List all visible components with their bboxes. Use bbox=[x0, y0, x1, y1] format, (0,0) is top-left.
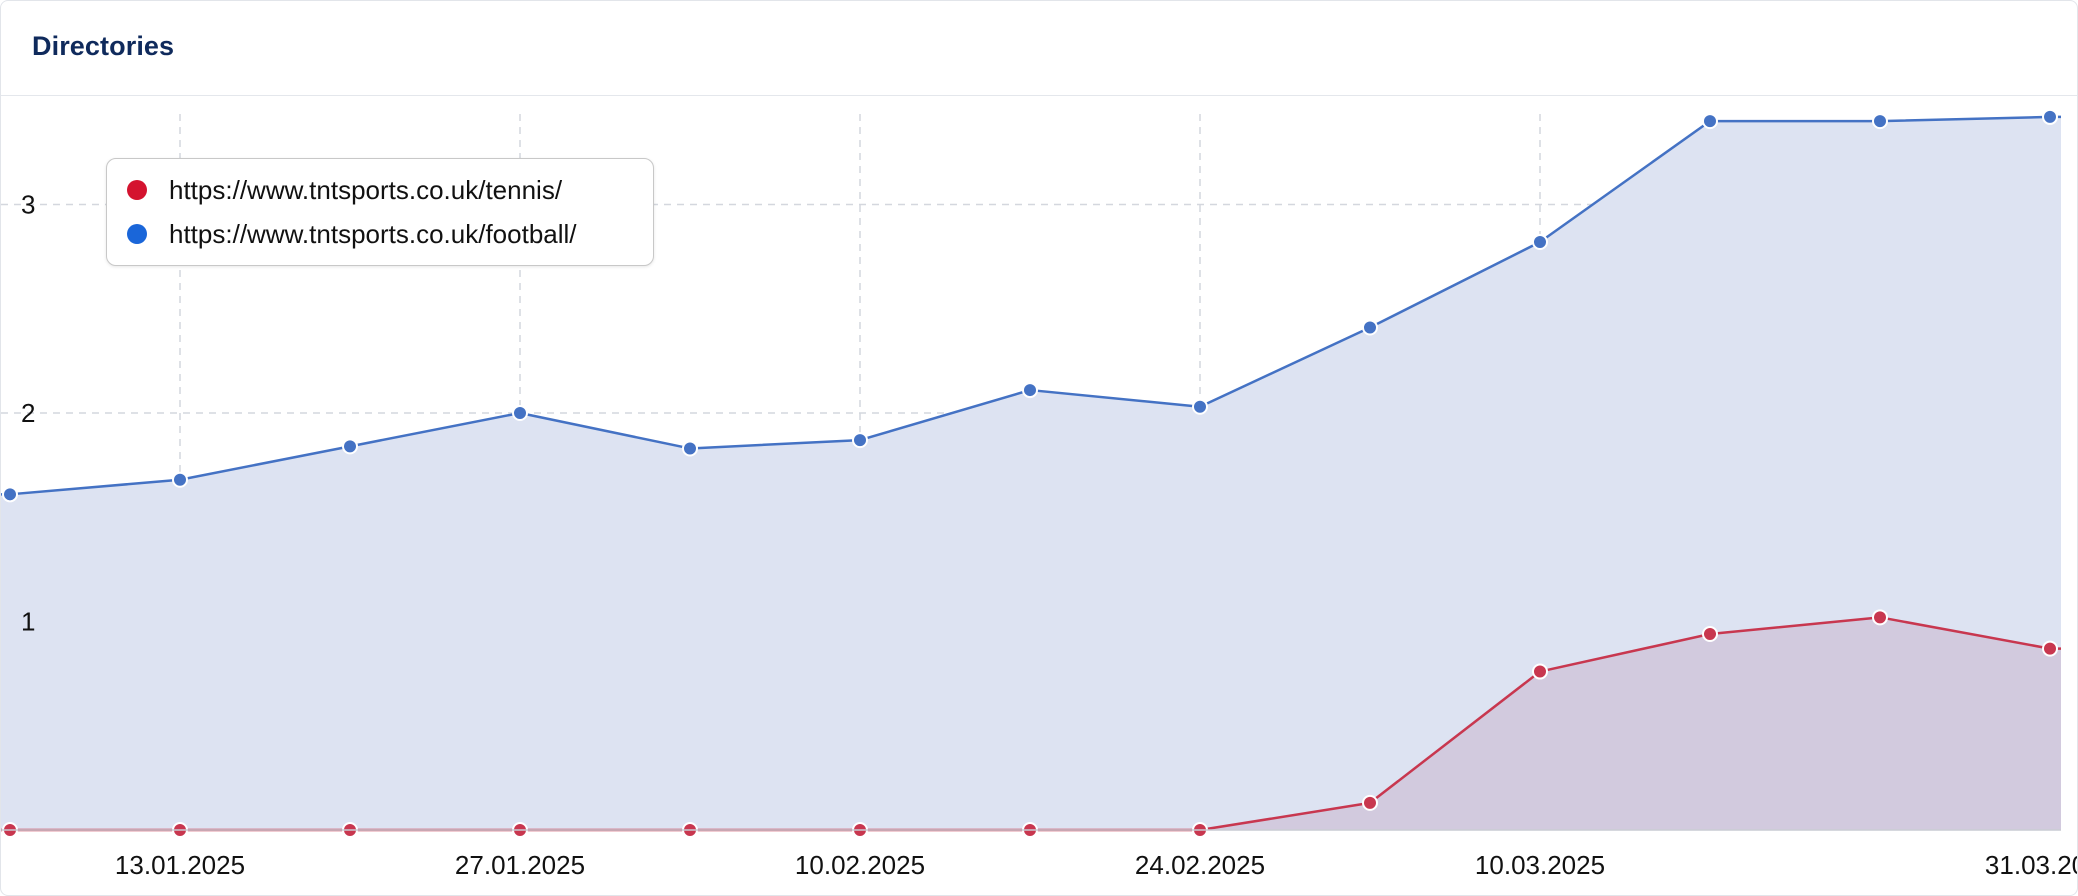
y-tick-label-3: 3 bbox=[21, 190, 35, 220]
point-tennis-2025-03-10 bbox=[1532, 663, 1548, 680]
y-tick-label-2: 2 bbox=[21, 398, 35, 428]
x-tick-label-24.02.2025: 24.02.2025 bbox=[1135, 850, 1265, 880]
point-tennis-2025-03-24 bbox=[1872, 609, 1888, 626]
point-football-2025-03-03 bbox=[1362, 319, 1378, 336]
point-football-2025-01-27 bbox=[512, 405, 528, 421]
point-tennis-2025-03-31 bbox=[2042, 640, 2058, 657]
x-tick-label-10.02.2025: 10.02.2025 bbox=[795, 850, 925, 880]
x-tick-label-31.03.2025: 31.03.2025 bbox=[1985, 850, 2077, 880]
point-football-2025-02-03 bbox=[682, 440, 698, 457]
point-football-2025-02-10 bbox=[852, 432, 868, 449]
x-tick-label-27.01.2025: 27.01.2025 bbox=[455, 850, 585, 880]
axes: 1 2 3 13.01.2025 27.01.2025 10.02.2025 24.02.2… bbox=[1, 190, 2077, 880]
x-tick-label-13.01.2025: 13.01.2025 bbox=[115, 850, 245, 880]
legend-item-tennis[interactable]: https://www.tntsports.co.uk/tennis/ bbox=[127, 174, 562, 206]
point-football-2025-03-10 bbox=[1532, 234, 1548, 251]
x-tick-label-10.03.2025: 10.03.2025 bbox=[1475, 850, 1605, 880]
legend-marker-football bbox=[127, 224, 147, 244]
area-football bbox=[1, 116, 2061, 831]
legend-item-football[interactable]: https://www.tntsports.co.uk/football/ bbox=[127, 218, 577, 250]
point-football-2025-03-24 bbox=[1872, 113, 1888, 130]
legend-label-football: https://www.tntsports.co.uk/football/ bbox=[169, 218, 577, 249]
legend-marker-tennis bbox=[127, 180, 147, 200]
point-football-2025-02-17 bbox=[1022, 382, 1038, 399]
chart-legend: https://www.tntsports.co.uk/tennis/ http… bbox=[106, 158, 654, 266]
card-header: Directories bbox=[1, 1, 2077, 96]
point-tennis-2025-03-17 bbox=[1702, 626, 1718, 643]
legend-label-tennis: https://www.tntsports.co.uk/tennis/ bbox=[169, 174, 563, 205]
point-tennis-2025-03-03 bbox=[1362, 794, 1378, 811]
point-football-2025-03-31 bbox=[2042, 108, 2058, 125]
card-title: Directories bbox=[32, 31, 175, 61]
point-football-2025-03-17 bbox=[1702, 113, 1718, 130]
y-tick-label-1: 1 bbox=[21, 607, 35, 637]
point-football-2025-01-20 bbox=[342, 438, 358, 455]
point-football-2025-02-24 bbox=[1192, 398, 1208, 415]
point-football-2025-01-13 bbox=[172, 471, 188, 488]
point-football-2025-01-06 bbox=[2, 486, 18, 503]
